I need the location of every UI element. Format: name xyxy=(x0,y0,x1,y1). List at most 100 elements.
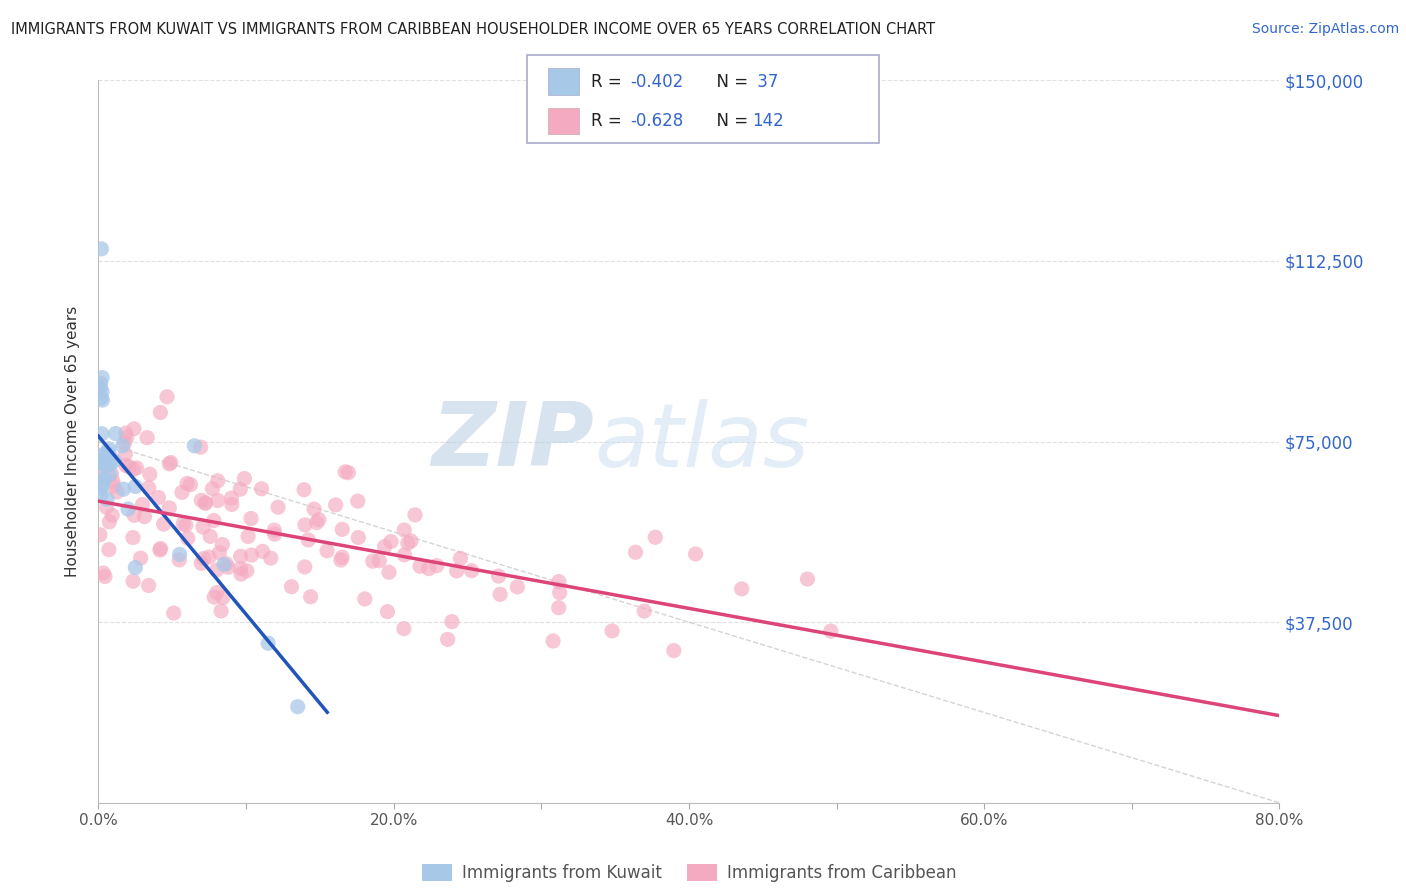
Point xyxy=(297,533,319,547)
Text: N =: N = xyxy=(706,73,754,91)
Point xyxy=(399,533,422,548)
Point xyxy=(353,591,375,606)
Text: ZIP: ZIP xyxy=(432,398,595,485)
Text: 37: 37 xyxy=(752,73,779,91)
Point xyxy=(236,564,259,578)
Point xyxy=(169,548,191,562)
Point xyxy=(280,580,302,594)
Point xyxy=(93,472,115,486)
Point xyxy=(325,498,347,512)
Point xyxy=(377,605,399,619)
Point xyxy=(240,511,263,525)
Text: Source: ZipAtlas.com: Source: ZipAtlas.com xyxy=(1251,22,1399,37)
Point xyxy=(378,565,401,579)
Point xyxy=(506,580,529,594)
Point xyxy=(236,529,259,543)
Point xyxy=(112,482,135,496)
Point xyxy=(89,457,111,471)
Point xyxy=(316,544,339,558)
Point xyxy=(396,536,419,550)
Point xyxy=(294,560,316,574)
Point xyxy=(212,558,235,572)
Point xyxy=(250,482,273,496)
Point xyxy=(287,699,309,714)
Point xyxy=(374,540,396,554)
Point xyxy=(302,502,325,516)
Point xyxy=(436,632,458,647)
Point xyxy=(91,370,114,384)
Point xyxy=(260,551,283,566)
Point xyxy=(294,517,316,532)
Point xyxy=(820,624,842,638)
Point xyxy=(101,474,124,488)
Point xyxy=(190,440,212,454)
Text: R =: R = xyxy=(591,73,627,91)
Point xyxy=(98,447,121,461)
Point xyxy=(98,467,121,482)
Point xyxy=(90,376,112,391)
Point xyxy=(299,590,322,604)
Point xyxy=(489,587,512,601)
Point xyxy=(177,531,200,545)
Point xyxy=(94,446,117,460)
Point xyxy=(122,422,145,436)
Point xyxy=(122,574,145,589)
Point xyxy=(91,479,114,493)
Point xyxy=(149,543,172,558)
Point xyxy=(90,391,112,405)
Point xyxy=(221,491,243,505)
Point xyxy=(98,457,121,471)
Point xyxy=(90,457,112,471)
Point xyxy=(202,590,225,604)
Point xyxy=(111,439,134,453)
Point xyxy=(156,390,179,404)
Point xyxy=(330,522,353,536)
Point xyxy=(208,546,231,560)
Point xyxy=(91,384,114,399)
Point xyxy=(122,508,145,523)
Point xyxy=(305,516,328,530)
Text: N =: N = xyxy=(706,112,754,130)
Point xyxy=(100,467,122,481)
Point xyxy=(124,560,146,574)
Point xyxy=(96,492,118,507)
Point xyxy=(337,466,360,480)
Point xyxy=(460,564,482,578)
Point xyxy=(217,560,239,574)
Point xyxy=(159,456,181,470)
Point xyxy=(90,449,112,463)
Point xyxy=(257,636,280,650)
Point xyxy=(190,557,212,571)
Point xyxy=(404,508,426,522)
Point xyxy=(329,553,352,567)
Point xyxy=(179,477,201,491)
Point xyxy=(103,454,125,468)
Point xyxy=(98,515,121,529)
Point xyxy=(488,569,510,583)
Point xyxy=(114,447,136,461)
Point xyxy=(333,465,356,479)
Point xyxy=(201,482,224,496)
Point xyxy=(730,582,752,596)
Point xyxy=(149,405,172,419)
Point xyxy=(139,467,162,482)
Point xyxy=(263,527,285,541)
Point xyxy=(117,502,139,516)
Point xyxy=(446,564,468,578)
Point xyxy=(90,426,112,441)
Point xyxy=(118,459,141,474)
Point xyxy=(138,481,160,495)
Point xyxy=(547,600,569,615)
Point xyxy=(418,561,440,575)
Y-axis label: Householder Income Over 65 years: Householder Income Over 65 years xyxy=(65,306,80,577)
Point xyxy=(122,462,145,476)
Point xyxy=(149,541,172,556)
Point xyxy=(662,643,685,657)
Point xyxy=(103,479,125,493)
Point xyxy=(392,622,415,636)
Point xyxy=(172,516,194,531)
Point xyxy=(644,530,666,544)
Point xyxy=(115,458,138,473)
Point xyxy=(105,485,128,500)
Point xyxy=(183,439,205,453)
